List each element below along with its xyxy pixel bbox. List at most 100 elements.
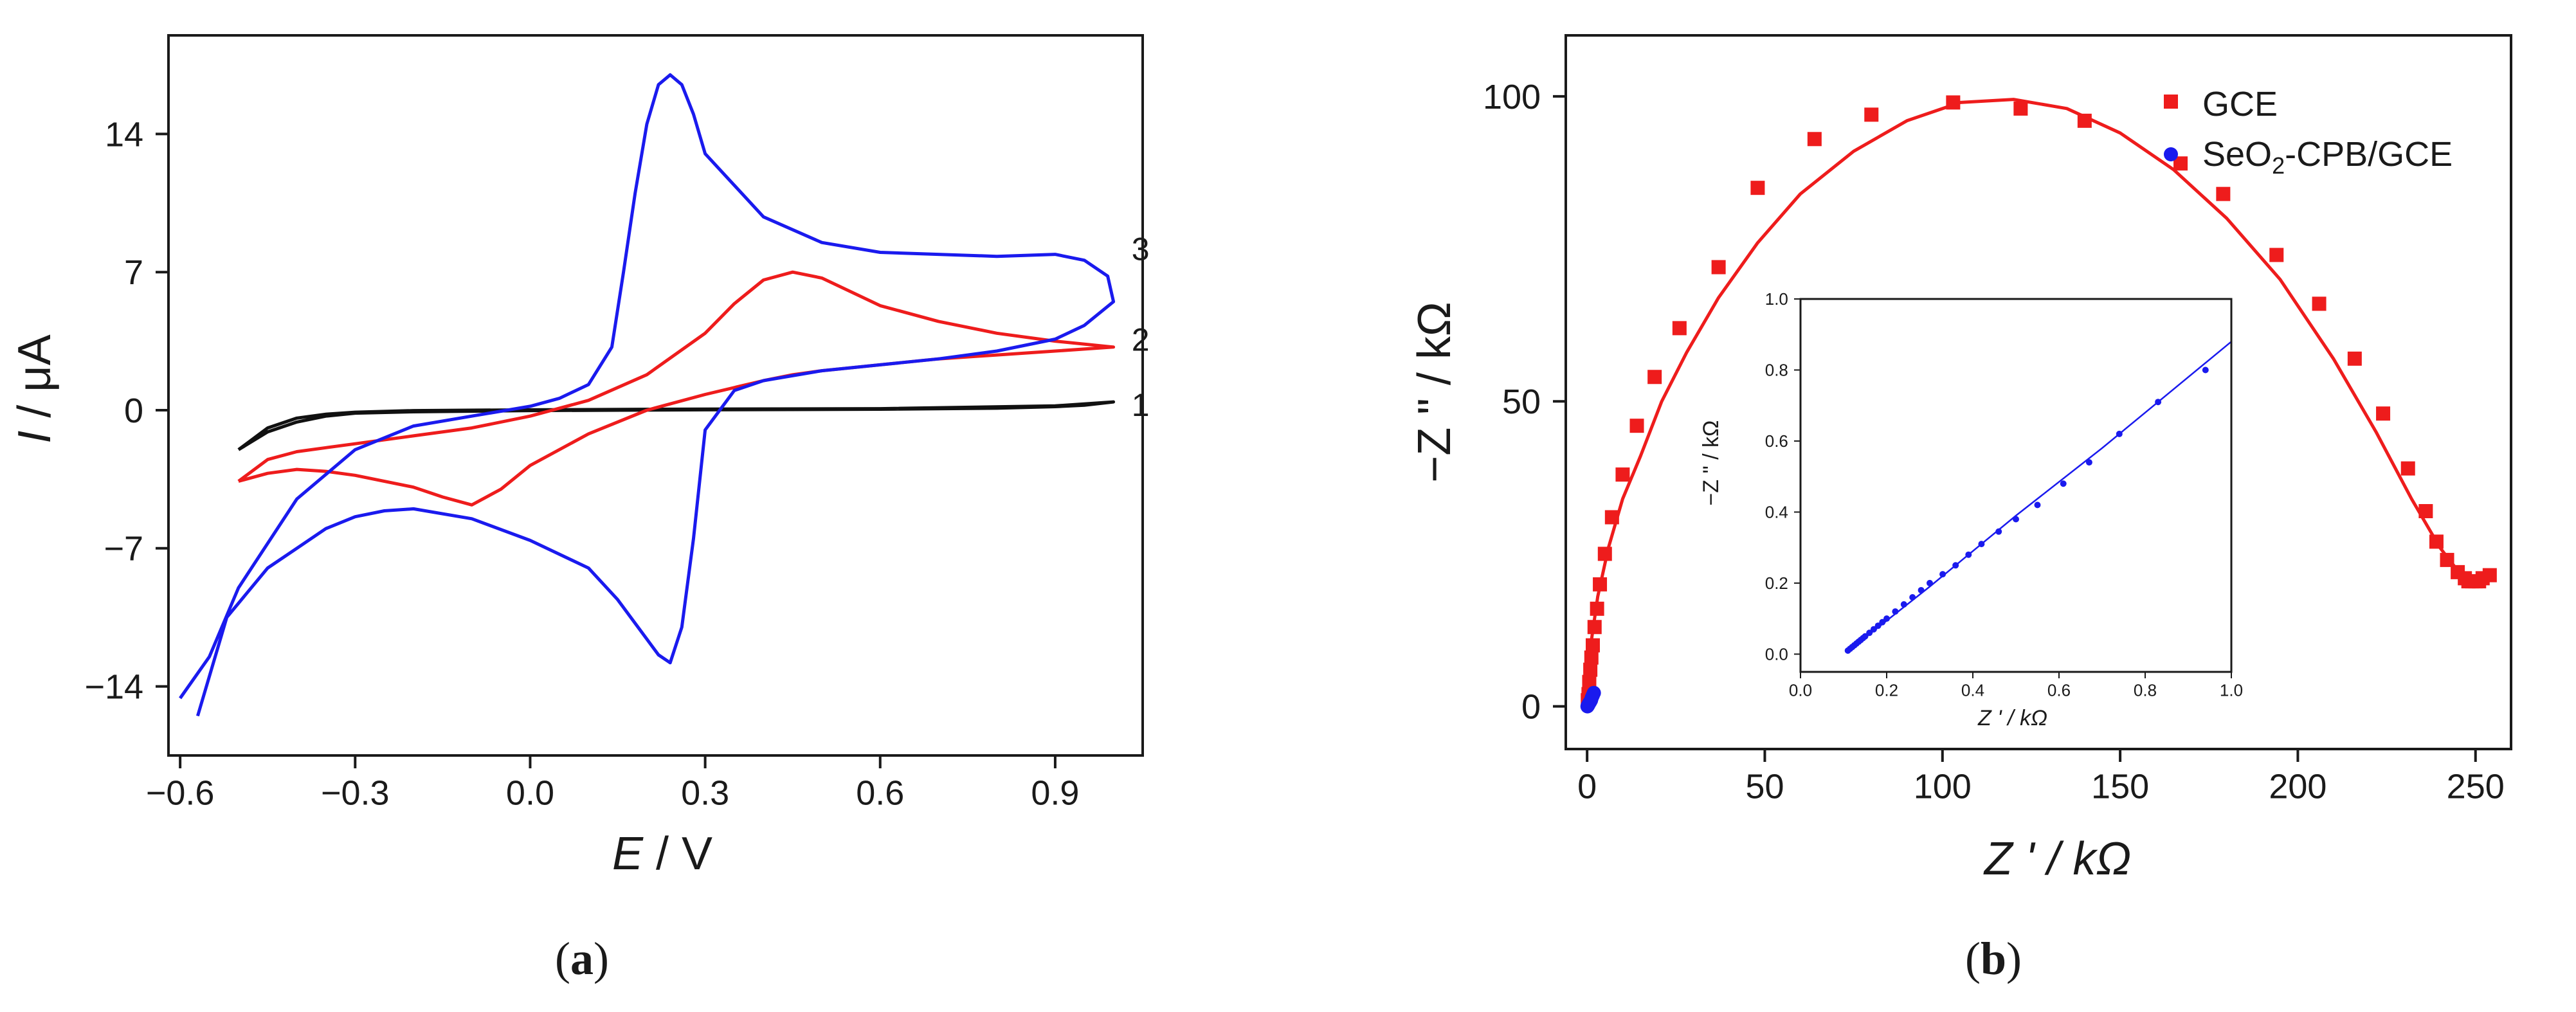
nyquist-x-tick-label: 50 [1745,768,1784,806]
gce-point [1615,467,1630,482]
cv-curve-3 [179,73,1116,717]
gce-point [1584,650,1599,665]
inset-point [1900,601,1907,608]
cv-x-axis: −0.6 −0.3 0.0 0.3 0.6 0.9 [146,755,1079,813]
nyquist-x-axis-label: Z ' / kΩ [1983,833,2132,885]
cv-y-axis-label-unit: / μA [9,334,60,431]
inset-y-tick-label: 0.2 [1765,574,1788,593]
inset-point [1862,633,1869,640]
nyquist-fit-curve [1585,98,2476,707]
gce-point [2400,461,2415,476]
cv-x-tick-label: 0.6 [856,774,904,813]
inset-point [1965,551,1972,558]
inset-x-tick-label: 0.8 [2134,680,2157,700]
panel-a-label-open: ( [555,933,570,984]
legend-marker-seo2 [2164,147,2178,161]
nyquist-points-group [1580,95,2497,714]
gce-point [1586,638,1600,653]
gce-point [2347,351,2362,366]
gce-point [1807,132,1822,147]
gce-point [2216,186,2231,201]
inset-x-tick-label: 0.4 [1961,680,1984,700]
inset-y-axis-label: −Z " / kΩ [1699,420,1723,506]
cv-y-tick-label: 7 [124,253,143,292]
gce-point [1864,107,1879,122]
nyquist-plot-frame [1565,34,2512,750]
cv-y-axis: −14 −7 0 7 14 [84,115,168,707]
nyquist-y-tick-label: 100 [1483,78,1541,116]
nyquist-x-tick-label: 200 [2269,768,2327,806]
cv-series-group [179,73,1116,717]
panel-b-label-close: ) [2006,933,2022,984]
cv-x-axis-label: E / V [612,828,712,880]
inset-point [1883,615,1890,622]
inset-point [1978,541,1985,548]
gce-point [1672,321,1687,336]
inset-point [1874,622,1882,629]
nyquist-y-axis-label: −Z " / kΩ [1409,302,1460,482]
inset-x-tick-label: 1.0 [2220,680,2243,700]
inset-point [1892,608,1899,615]
gce-point [2376,406,2391,421]
inset-point [2034,501,2041,509]
nyquist-fit-curve-group [1585,98,2476,707]
gce-point [1711,260,1726,275]
inset-fit-line-group [1847,341,2232,652]
gce-point [2418,504,2433,518]
inset-point [2202,366,2209,374]
legend-label-seo2-rest: -CPB/GCE [2285,135,2453,174]
gce-point [2482,568,2497,583]
inset-fit-line [1847,341,2232,652]
nyquist-x-axis: 0 50 100 150 200 250 [1577,749,2505,806]
cv-y-tick-label: 14 [105,115,143,154]
gce-point [1583,662,1598,677]
gce-point [2269,248,2284,262]
cv-curve-1 [237,400,1116,451]
inset-point [1870,626,1877,633]
gce-point [2173,156,2188,171]
inset-point [2013,516,2019,523]
nyquist-chart: 0 50 100 150 200 250 0 50 100 Z ' / kΩ −Z " / k… [1409,34,2512,984]
nyquist-x-tick-label: 250 [2447,768,2505,806]
inset-x-tick-label: 0.6 [2047,680,2071,700]
gce-point [2440,552,2454,567]
inset-y-tick-label: 0.4 [1765,503,1788,522]
inset-point [1866,629,1873,637]
gce-point [2077,113,2092,128]
inset-point [2060,480,2067,487]
inset-point [2085,459,2092,466]
nyquist-y-tick-label: 50 [1502,383,1541,421]
cv-x-tick-label: 0.0 [506,774,554,813]
cv-curve-label-1: 1 [1132,387,1150,423]
nyquist-legend: GCE SeO2-CPB/GCE [2164,85,2453,179]
cv-y-tick-label: 0 [124,392,143,430]
inset-points-group [1844,366,2209,654]
cv-x-axis-label-unit: / V [643,828,712,880]
cv-plot-frame [167,34,1144,757]
nyquist-y-tick-label: 0 [1521,687,1541,726]
gce-point [1582,674,1597,689]
cv-y-axis-label: I / μA [9,334,60,444]
inset-point [2116,430,2123,437]
cv-x-tick-label: −0.6 [146,774,215,813]
nyquist-x-tick-label: 0 [1577,768,1597,806]
gce-point [1647,370,1662,384]
nyquist-inset-chart: 0.0 0.2 0.4 0.6 0.8 1.0 0.0 0.2 0.4 0.6 0.8 1.0 Z … [1699,289,2243,730]
inset-y-tick-label: 0.0 [1765,644,1788,664]
panel-b-label: (b) [1965,933,2022,984]
gce-point [1587,620,1602,635]
inset-point [1939,571,1946,578]
nyquist-x-tick-label: 150 [2091,768,2149,806]
cv-y-axis-label-symbol: I [9,431,60,444]
cv-x-axis-label-symbol: E [612,828,644,880]
legend-label-gce: GCE [2202,85,2278,123]
inset-x-tick-label: 0.2 [1875,680,1898,700]
legend-marker-gce [2164,95,2178,109]
cv-curve-labels: 1 2 3 [1132,231,1150,422]
gce-point [2429,534,2444,549]
inset-y-tick-label: 0.8 [1765,361,1788,380]
gce-point [1590,601,1604,616]
gce-point [2312,296,2327,311]
cv-curve-2 [237,270,1116,507]
